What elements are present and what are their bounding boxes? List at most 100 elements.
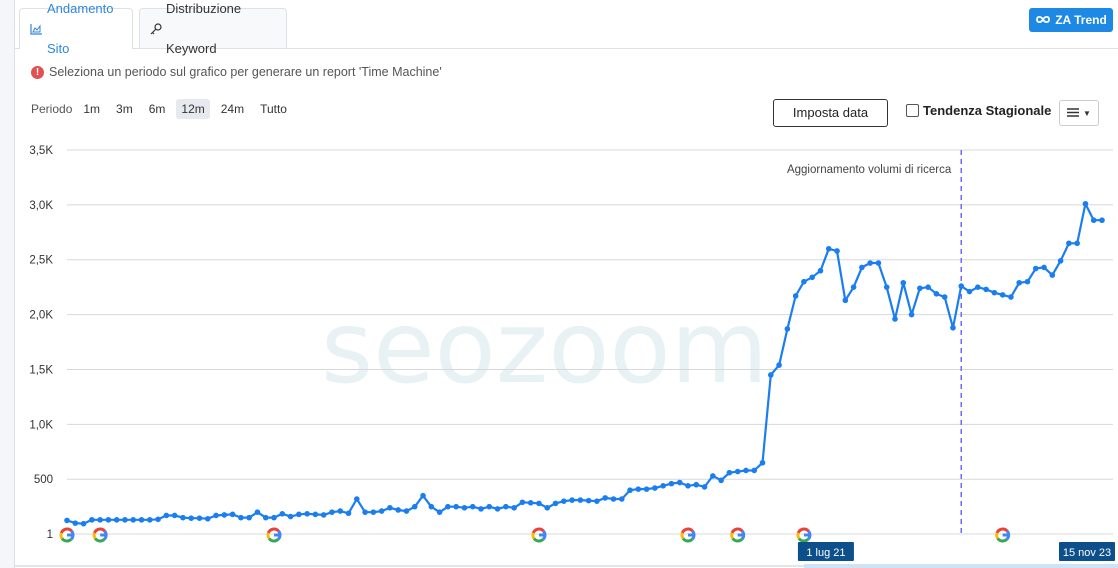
data-point: [89, 517, 95, 523]
data-point: [975, 284, 981, 290]
google-icon[interactable]: [531, 527, 547, 543]
data-point: [569, 497, 575, 503]
data-point: [784, 326, 791, 332]
google-icon[interactable]: [266, 527, 282, 543]
data-point: [1008, 294, 1014, 300]
data-point: [72, 520, 79, 526]
data-point: [552, 500, 559, 507]
google-icon[interactable]: [680, 527, 696, 543]
data-point: [453, 503, 459, 510]
area-chart-icon: [30, 23, 43, 35]
data-point: [213, 512, 219, 519]
data-point: [585, 497, 592, 504]
data-point: [941, 294, 948, 300]
za-trend-button[interactable]: ZA Trend: [1029, 8, 1113, 32]
za-trend-label: ZA Trend: [1055, 13, 1107, 27]
period-tutto-button[interactable]: Tutto: [260, 102, 287, 116]
y-tick-label: 500: [34, 474, 53, 486]
data-point: [834, 248, 840, 254]
data-point: [875, 260, 882, 266]
checkbox[interactable]: [906, 104, 919, 117]
tab-andamento-sito[interactable]: Andamento Sito: [19, 1, 133, 56]
data-point: [768, 372, 774, 378]
hamburger-icon: [1067, 107, 1080, 119]
tendenza-label: Tendenza Stagionale: [923, 103, 1052, 118]
y-tick-label: 3,5K: [29, 145, 53, 157]
data-point: [64, 517, 70, 524]
data-point: [519, 499, 526, 506]
data-point: [403, 508, 410, 514]
data-point: [287, 513, 294, 520]
data-point: [254, 509, 261, 515]
data-point: [271, 514, 277, 521]
google-icon[interactable]: [796, 527, 812, 543]
data-point: [478, 506, 484, 512]
data-point: [527, 500, 534, 506]
data-point: [850, 284, 857, 290]
infinity-icon: [1035, 13, 1051, 27]
data-point: [561, 498, 567, 504]
chart-menu-button[interactable]: ▼: [1059, 100, 1099, 126]
data-point: [660, 483, 666, 489]
data-point: [180, 514, 186, 521]
period-3m-button[interactable]: 3m: [116, 102, 133, 116]
period-label: Periodo: [31, 102, 73, 116]
data-point: [1099, 217, 1105, 224]
seozoom-watermark: seozoom: [321, 289, 768, 406]
y-tick-label: 1,5K: [29, 364, 53, 376]
data-point: [867, 260, 873, 266]
period-12m-button[interactable]: 12m: [176, 99, 210, 119]
navigator-range: [803, 564, 1118, 568]
line-chart[interactable]: seozoom 1 500 1,0K 1,5K 2,0K 2,5K 3,0K 3,5K Aggio…: [15, 0, 1118, 568]
data-point: [138, 517, 145, 523]
data-point: [163, 512, 170, 519]
data-point: [759, 459, 766, 466]
data-point: [445, 503, 451, 510]
data-point: [792, 293, 799, 299]
data-point: [378, 508, 385, 514]
imposta-data-button[interactable]: Imposta data: [773, 99, 888, 127]
data-point: [113, 517, 120, 523]
data-point: [395, 507, 402, 513]
data-point: [1024, 278, 1031, 285]
data-point: [337, 508, 344, 514]
data-point: [147, 517, 153, 523]
data-point: [908, 311, 915, 318]
data-point: [1032, 265, 1039, 272]
data-point: [751, 467, 758, 474]
data-point: [1066, 240, 1072, 247]
data-point: [188, 515, 194, 521]
data-point: [610, 496, 617, 502]
data-point: [171, 512, 178, 519]
tab-distribuzione-keyword[interactable]: Distribuzione Keyword: [139, 1, 287, 56]
data-point: [411, 503, 418, 510]
google-icon[interactable]: [995, 527, 1011, 543]
data-point: [279, 511, 286, 517]
data-point: [1074, 240, 1080, 247]
period-1m-button[interactable]: 1m: [83, 102, 101, 116]
data-point: [97, 517, 103, 523]
period-24m-button[interactable]: 24m: [220, 102, 245, 116]
data-point: [917, 285, 923, 292]
y-tick-label: 1: [47, 529, 53, 541]
data-point: [354, 496, 360, 502]
tab-bar: Andamento Sito Distribuzione Keyword ZA …: [15, 0, 1118, 56]
data-point: [925, 284, 931, 290]
data-point: [1041, 264, 1047, 271]
google-icon[interactable]: [730, 527, 746, 543]
range-flag-label: 15 nov 23: [1063, 547, 1111, 559]
tab-label: Andamento Sito: [47, 1, 114, 56]
data-point: [246, 514, 252, 521]
google-icon[interactable]: [59, 527, 75, 543]
data-point: [726, 469, 733, 476]
period-6m-button[interactable]: 6m: [148, 102, 166, 116]
data-point: [950, 324, 956, 331]
tendenza-stagionale-toggle[interactable]: Tendenza Stagionale: [906, 103, 1051, 118]
data-point: [577, 497, 584, 503]
data-point: [370, 509, 377, 515]
google-icon[interactable]: [92, 527, 108, 543]
data-point: [991, 289, 998, 296]
data-point: [643, 486, 650, 492]
data-point: [320, 512, 327, 518]
data-point: [1016, 279, 1022, 286]
